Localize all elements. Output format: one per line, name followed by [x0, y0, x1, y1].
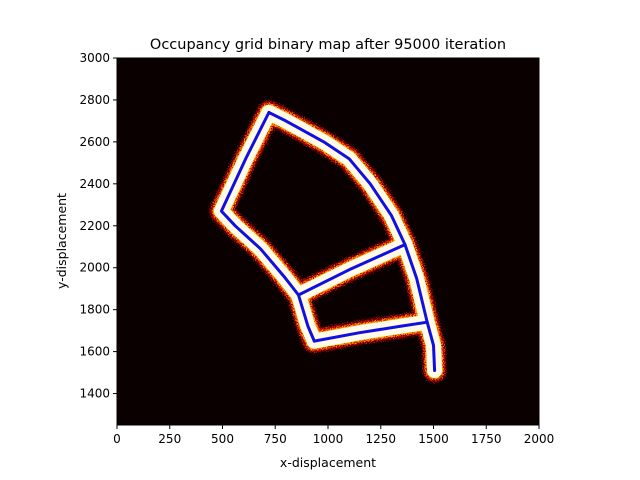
x-tick-label: 1000	[313, 432, 344, 446]
robot-path-segment-1	[219, 111, 316, 343]
y-tick-label: 2800	[79, 93, 110, 107]
y-axis-label: y-displacement	[54, 193, 69, 289]
x-tick-label: 1500	[418, 432, 449, 446]
x-axis-label: x-displacement	[280, 455, 376, 470]
x-tick-label: 1250	[365, 432, 396, 446]
chart-title: Occupancy grid binary map after 95000 it…	[150, 37, 506, 53]
x-tick-label: 250	[158, 432, 181, 446]
y-tick-label: 2600	[79, 135, 110, 149]
y-axis: 1400 1600 1800 2000 2200 2400 2600 2800 3000	[79, 51, 117, 401]
y-tick-label: 2200	[79, 219, 110, 233]
y-tick-label: 1400	[79, 387, 110, 401]
robot-path-segment-2	[312, 320, 429, 343]
robot-path-segment-0	[267, 111, 437, 372]
x-tick-label: 1750	[471, 432, 502, 446]
y-tick-label: 1800	[79, 303, 110, 317]
robot-path-segment-3	[297, 243, 407, 297]
y-tick-label: 1600	[79, 345, 110, 359]
robot-path	[219, 111, 437, 372]
x-tick-label: 750	[264, 432, 287, 446]
x-tick-label: 500	[211, 432, 234, 446]
x-tick-label: 2000	[524, 432, 555, 446]
y-tick-label: 2400	[79, 177, 110, 191]
y-tick-label: 2000	[79, 261, 110, 275]
y-tick-label: 3000	[79, 51, 110, 65]
plot-background	[117, 58, 539, 425]
x-tick-label: 0	[113, 432, 121, 446]
x-axis: 0 250 500 750 1000 1250 1500 1750 2000	[113, 425, 554, 446]
